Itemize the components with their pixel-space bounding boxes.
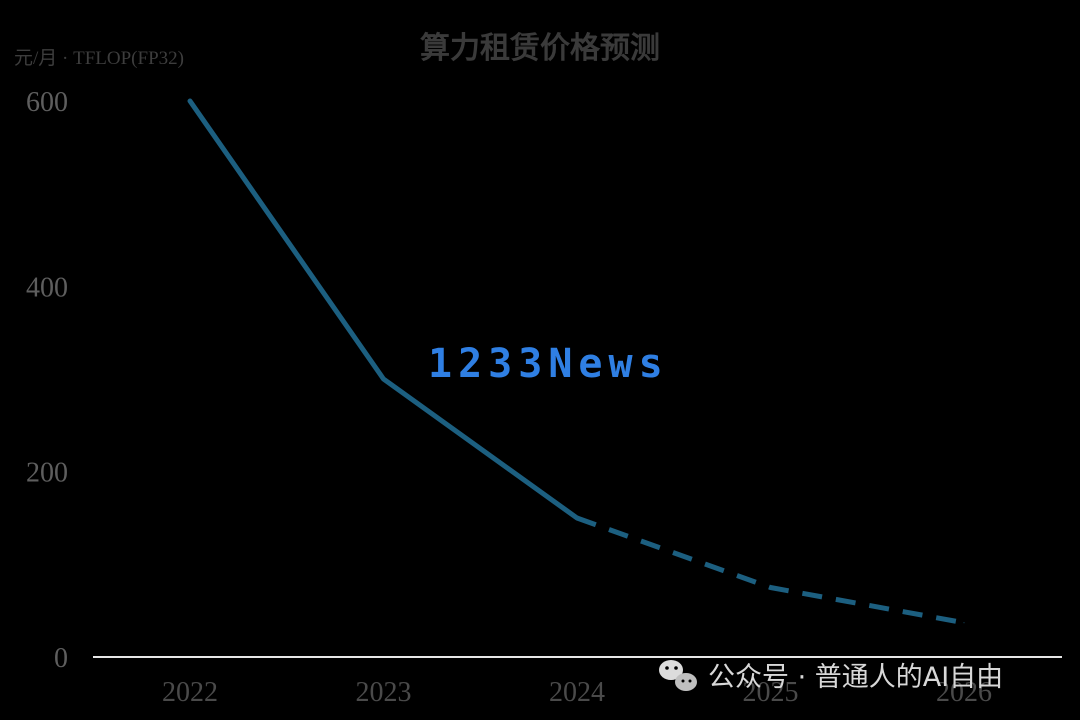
wechat-icon	[659, 660, 697, 691]
data-point	[576, 517, 578, 519]
x-tick-label: 2024	[549, 677, 605, 708]
series-layer	[187, 98, 965, 626]
data-point	[189, 100, 191, 102]
x-axis-ticks: 2022 2023 2024 2025 2026	[162, 677, 992, 708]
watermark-wordmark: 1233News	[428, 341, 669, 387]
data-point	[770, 587, 771, 588]
x-tick-label: 2025	[743, 677, 799, 708]
chart-title: 算力租赁价格预测	[420, 31, 660, 66]
x-tick-label: 2026	[936, 677, 992, 708]
y-tick-label: 0	[54, 643, 68, 674]
data-point	[383, 378, 384, 380]
y-axis-ticks: 0 200 400 600	[26, 87, 68, 674]
series-line-actual	[187, 98, 580, 521]
y-axis-unit-label: 元/月 · TFLOP(FP32)	[14, 48, 184, 69]
y-tick-label: 200	[26, 458, 68, 489]
data-point	[963, 622, 965, 624]
series-line-forecast	[576, 515, 965, 626]
x-tick-label: 2022	[162, 677, 218, 708]
x-tick-label: 2023	[356, 677, 412, 708]
watermark-source: 公众号 · 普通人的AI自由	[708, 662, 1003, 693]
y-tick-label: 400	[26, 272, 68, 303]
y-tick-label: 600	[26, 87, 68, 118]
